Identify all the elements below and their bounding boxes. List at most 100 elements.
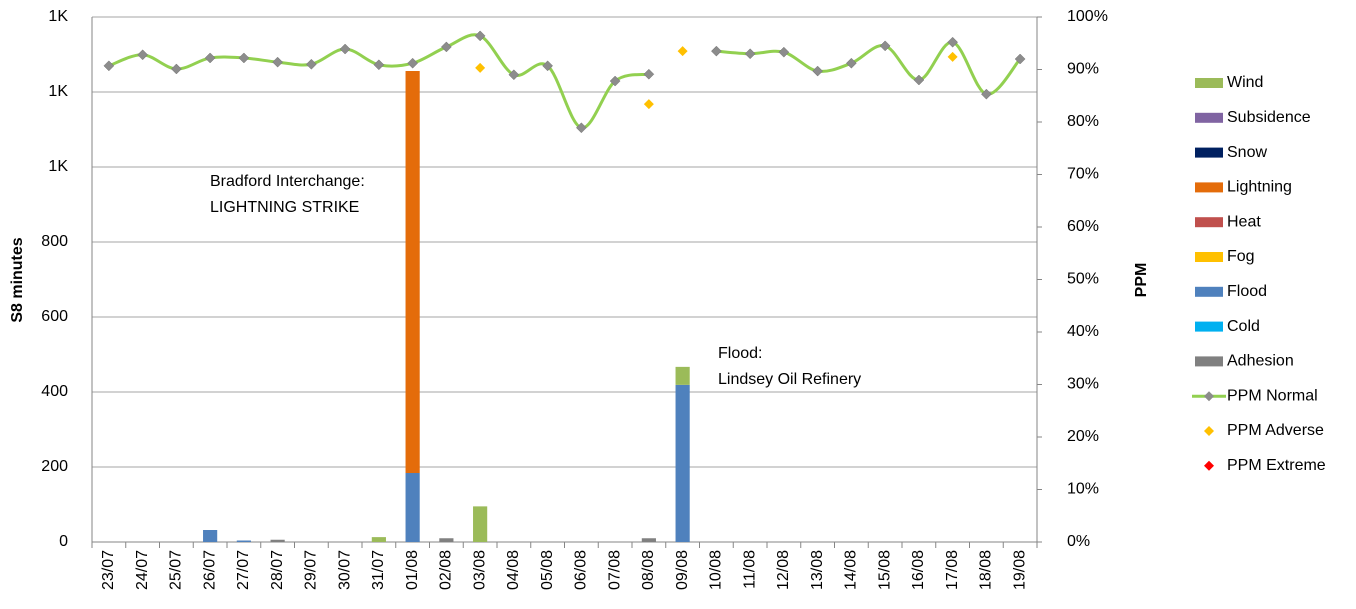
y-tick-label: 1K [48,83,68,100]
legend-label: PPM Extreme [1227,457,1326,474]
y2-tick-label: 80% [1067,113,1099,130]
ppm-marker [981,88,992,100]
legend-swatch [1195,112,1223,123]
ppm-marker [474,30,486,42]
ppm-marker [475,62,486,73]
ppm-marker [812,65,823,77]
ppm-marker [441,41,452,53]
annotation: LIGHTNING STRIKE [210,199,359,216]
bar-segment [405,71,420,473]
legend-swatch [1195,217,1223,228]
bar-segment [641,538,656,542]
y2-tick-label: 60% [1067,218,1099,235]
x-tick-label: 03/08 [471,550,488,590]
x-tick-label: 06/08 [573,550,590,590]
ppm-marker [609,75,621,87]
ppm-marker [103,60,115,72]
ppm-marker [407,57,418,69]
y2-tick-label: 30% [1067,376,1099,393]
x-tick-label: 15/08 [876,550,893,590]
annotation: Bradford Interchange: [210,173,365,190]
ppm-marker [306,58,317,70]
x-tick-label: 14/08 [843,550,860,590]
y2-tick-label: 100% [1067,8,1108,25]
y2-tick-label: 10% [1067,481,1099,498]
ppm-marker [204,52,216,64]
x-tick-label: 31/07 [370,550,387,590]
legend-label: Fog [1227,248,1255,265]
ppm-marker [272,56,283,68]
legend-swatch [1195,286,1223,297]
legend-swatch [1195,321,1223,332]
x-tick-label: 29/07 [303,550,320,590]
x-tick-label: 25/07 [168,550,185,590]
legend-label: Flood [1227,283,1267,300]
legend-marker [1204,460,1214,471]
x-tick-label: 18/08 [978,550,995,590]
bar-segment [270,539,285,542]
ppm-marker [778,46,790,58]
x-tick-label: 07/08 [606,550,623,590]
x-tick-label: 17/08 [944,550,961,590]
x-tick-label: 28/07 [269,550,286,590]
bar-segment [405,473,420,542]
ppm-marker [879,40,891,52]
legend-label: Snow [1227,144,1267,161]
y2-tick-label: 20% [1067,428,1099,445]
ppm-marker [711,45,722,57]
x-tick-label: 12/08 [775,550,792,590]
legend-label: Heat [1227,213,1261,230]
x-tick-label: 09/08 [674,550,691,590]
bar-segment [473,506,488,542]
legend-swatch [1195,182,1223,193]
annotation: Flood: [718,345,762,362]
legend-marker [1204,426,1214,436]
bar-segment [236,540,251,542]
ppm-marker [643,99,654,110]
x-tick-label: 26/07 [201,550,218,590]
legend-label: Adhesion [1227,353,1294,370]
bar-segment [371,537,386,542]
y2-tick-label: 0% [1067,533,1090,550]
legend-swatch [1195,252,1223,262]
legend-label: PPM Adverse [1227,422,1324,439]
x-tick-label: 08/08 [640,550,657,590]
legend-label: Wind [1227,74,1263,91]
y-tick-label: 200 [41,458,68,475]
ppm-marker [913,74,925,86]
bar-segment [203,530,218,542]
y-tick-label: 600 [41,308,68,325]
ppm-marker [846,57,857,69]
y2-tick-label: 50% [1067,271,1099,288]
annotation: Lindsey Oil Refinery [718,371,861,388]
x-tick-label: 13/08 [809,550,826,590]
y2-tick-label: 70% [1067,166,1099,183]
y-tick-label: 1K [48,8,68,25]
x-tick-label: 10/08 [708,550,725,590]
x-tick-label: 23/07 [100,550,117,590]
ppm-marker [238,52,250,64]
x-tick-label: 27/07 [235,550,252,590]
y-tick-label: 0 [59,533,68,550]
ppm-marker [744,48,756,60]
legend-swatch [1195,356,1223,367]
legend-label: Cold [1227,318,1260,335]
ppm-marker [643,68,655,80]
x-tick-label: 01/08 [404,550,421,590]
ppm-marker [947,36,958,48]
legend-marker [1204,391,1214,402]
ppm-marker [576,122,587,134]
ppm-marker [373,59,385,71]
ppm-marker [677,46,688,57]
y2-tick-label: 40% [1067,323,1099,340]
bar-segment [439,538,454,542]
bar-segment [675,366,690,385]
x-tick-label: 30/07 [336,550,353,590]
x-tick-label: 11/08 [741,550,758,589]
x-tick-label: 16/08 [910,550,927,590]
y-tick-label: 800 [41,233,68,250]
ppm-marker [137,49,148,61]
y2-axis-title: PPM [1133,263,1150,298]
legend-label: PPM Normal [1227,387,1318,404]
